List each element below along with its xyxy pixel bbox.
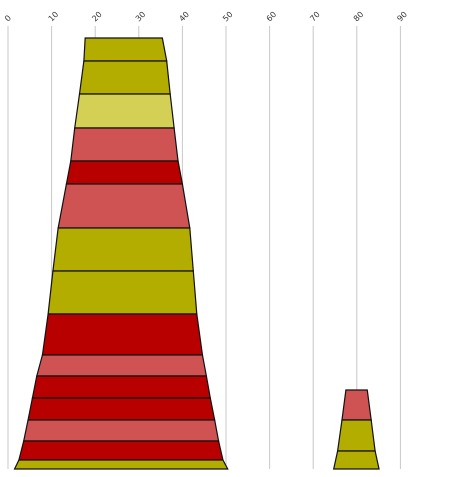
left-stack-band [41, 313, 204, 356]
left-stack-band [83, 37, 168, 62]
x-tick-label: 80 [352, 10, 366, 24]
right-stack [332, 389, 380, 470]
left-stack [13, 37, 229, 470]
left-stack-band [74, 93, 175, 129]
right-stack-band [341, 389, 372, 421]
left-stack-band [57, 183, 191, 229]
right-stack-band [336, 419, 376, 452]
left-stack-band [47, 270, 198, 315]
left-stack-band [31, 375, 212, 399]
left-stack-band [52, 227, 194, 272]
left-stack-band [35, 354, 208, 377]
left-stack-band [65, 160, 184, 185]
x-tick-label: 90 [395, 10, 409, 24]
x-tick-label: 60 [265, 10, 279, 24]
x-tick-label: 10 [47, 10, 61, 24]
x-tick-label: 20 [90, 10, 104, 24]
x-tick-label: 70 [308, 10, 322, 24]
plot-area [13, 37, 380, 470]
left-stack-band [13, 459, 229, 470]
left-stack-band [18, 440, 224, 461]
x-tick-label: 50 [221, 10, 235, 24]
left-stack-band [27, 397, 216, 421]
left-stack-band [22, 419, 220, 442]
x-tick-label: 30 [134, 10, 148, 24]
x-tick-label: 0 [3, 13, 13, 23]
right-stack-band [332, 450, 380, 470]
x-tick-label: 40 [177, 10, 191, 24]
left-stack-band [78, 60, 171, 95]
x-axis-tick-labels: 0 10 20 30 40 50 60 70 80 90 [3, 10, 409, 24]
left-stack-band [70, 127, 179, 162]
